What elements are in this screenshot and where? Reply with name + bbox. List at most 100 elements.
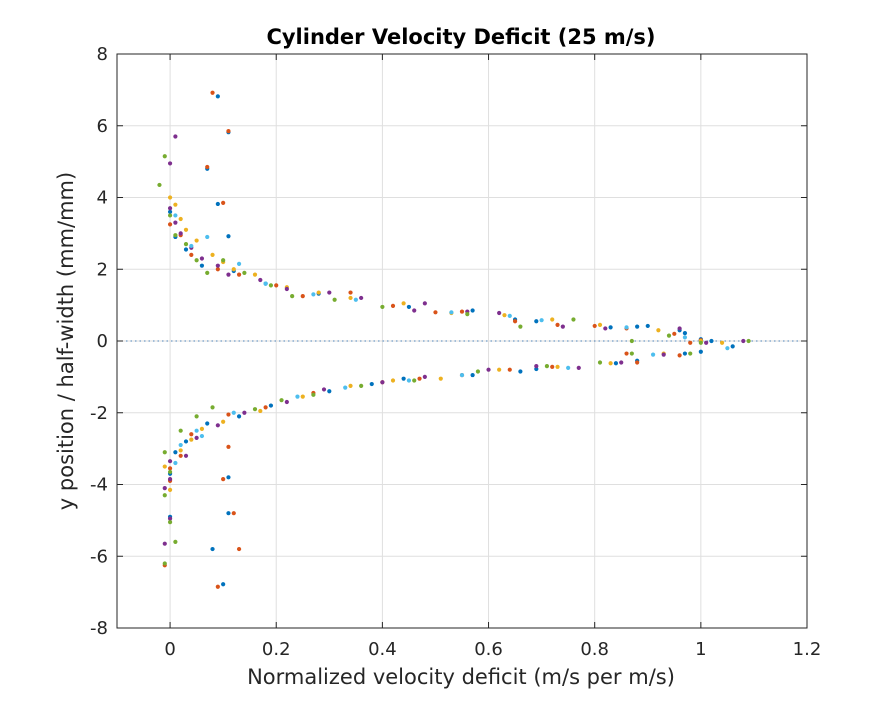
data-point xyxy=(401,376,406,381)
data-point xyxy=(194,414,199,419)
data-point xyxy=(162,450,167,455)
data-point xyxy=(178,448,183,453)
data-point xyxy=(162,493,167,498)
data-point xyxy=(162,464,167,469)
data-point xyxy=(470,308,475,313)
data-point xyxy=(178,216,183,222)
data-point xyxy=(167,209,173,214)
data-point xyxy=(189,432,194,437)
data-point xyxy=(183,242,189,247)
y-tick-label: -2 xyxy=(90,403,108,424)
data-point xyxy=(221,477,226,482)
data-point xyxy=(550,364,555,369)
data-point xyxy=(210,405,215,410)
data-point xyxy=(608,361,613,366)
data-point xyxy=(167,520,173,525)
data-point xyxy=(316,290,321,295)
data-point xyxy=(236,272,242,277)
x-tick-label: 0.6 xyxy=(474,639,503,660)
data-point xyxy=(167,459,173,464)
data-point xyxy=(215,423,220,428)
chart-title: Cylinder Velocity Deficit (25 m/s) xyxy=(266,25,655,49)
data-point xyxy=(167,161,173,166)
data-point xyxy=(258,408,263,414)
data-point xyxy=(210,252,215,257)
data-point xyxy=(406,304,412,310)
y-tick-label: 0 xyxy=(97,331,108,352)
data-point xyxy=(284,399,289,405)
data-point xyxy=(603,326,608,331)
data-point xyxy=(258,277,263,283)
data-point xyxy=(162,485,167,491)
data-point xyxy=(215,201,220,207)
data-point xyxy=(167,469,173,475)
x-tick-label: 0.8 xyxy=(580,639,609,660)
data-point xyxy=(497,367,502,372)
data-point xyxy=(555,364,560,369)
data-point xyxy=(550,317,555,322)
data-point xyxy=(534,366,539,372)
data-point xyxy=(167,206,173,211)
data-point xyxy=(221,200,226,205)
data-point xyxy=(422,301,427,306)
data-point xyxy=(390,378,396,383)
data-point xyxy=(534,364,539,369)
data-point xyxy=(268,283,274,288)
data-point xyxy=(719,340,725,345)
data-point xyxy=(279,398,284,403)
data-point xyxy=(199,256,205,261)
data-point xyxy=(518,324,523,329)
data-point xyxy=(348,295,353,301)
x-tick-label: 1 xyxy=(695,639,706,660)
data-point xyxy=(672,331,677,336)
data-point xyxy=(215,584,220,589)
data-point xyxy=(539,318,544,323)
data-point xyxy=(459,372,465,378)
data-point xyxy=(300,394,305,399)
data-point xyxy=(226,412,231,417)
data-point xyxy=(215,267,220,272)
data-point xyxy=(534,319,539,324)
data-point xyxy=(401,301,406,306)
data-point xyxy=(226,511,231,516)
data-points xyxy=(157,90,751,589)
x-tick-label: 0.2 xyxy=(262,639,291,660)
data-point xyxy=(597,322,603,327)
data-point xyxy=(433,310,438,315)
data-point xyxy=(194,428,199,433)
data-point xyxy=(236,261,242,266)
data-point xyxy=(311,392,316,397)
data-point xyxy=(236,546,242,552)
data-point xyxy=(300,294,305,299)
data-point xyxy=(390,303,396,308)
data-point xyxy=(730,344,735,349)
data-point xyxy=(183,227,189,232)
data-point xyxy=(576,365,581,371)
data-point xyxy=(284,286,289,292)
data-point xyxy=(178,442,183,448)
data-point xyxy=(173,134,178,139)
data-point xyxy=(311,292,316,297)
data-point xyxy=(215,94,220,99)
y-axis-label: y position / half-width (mm/mm) xyxy=(54,172,78,510)
x-tick-label: 0 xyxy=(164,639,175,660)
data-point xyxy=(635,324,640,329)
data-point xyxy=(268,403,274,408)
data-point xyxy=(167,477,173,482)
data-point xyxy=(173,539,178,545)
data-point xyxy=(650,352,656,357)
data-point xyxy=(704,340,709,345)
data-point xyxy=(645,323,650,329)
data-point xyxy=(343,385,348,390)
data-point xyxy=(199,263,205,268)
data-point xyxy=(290,294,295,299)
data-point xyxy=(162,154,167,159)
data-point xyxy=(183,247,189,252)
data-point xyxy=(295,394,300,399)
data-point xyxy=(555,322,560,327)
data-point xyxy=(231,410,236,415)
data-point xyxy=(189,252,194,257)
data-point xyxy=(682,335,688,340)
data-point xyxy=(332,297,337,302)
